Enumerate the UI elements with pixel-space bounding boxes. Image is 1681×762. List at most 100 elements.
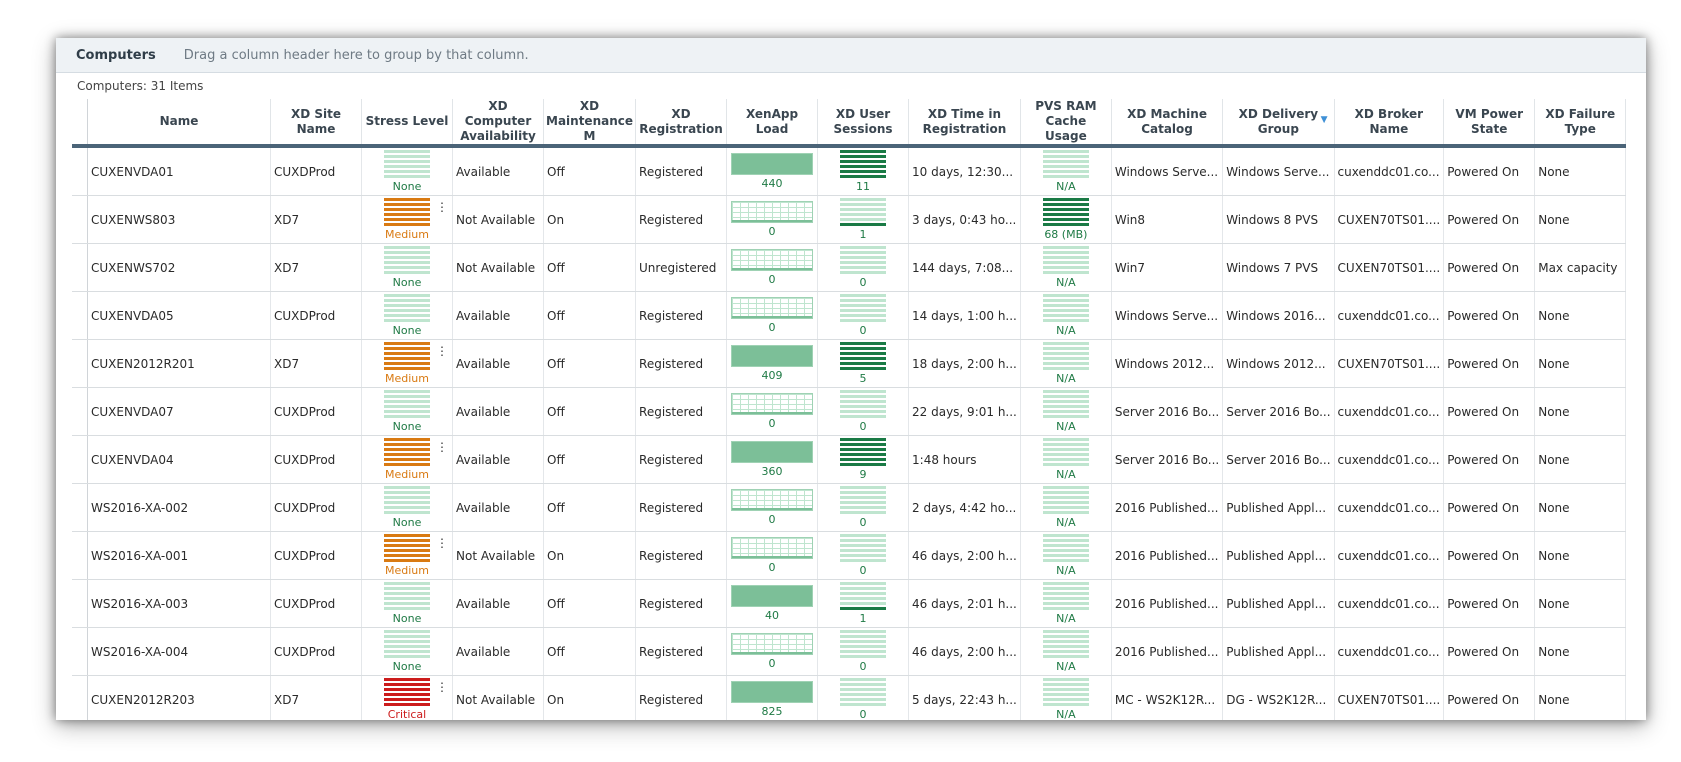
more-options-icon[interactable]: ⋮ xyxy=(436,536,448,550)
cell-availability: Not Available xyxy=(452,675,544,720)
cell-load: 0 xyxy=(726,387,819,436)
item-count: Computers: 31 Items xyxy=(77,79,204,93)
table-row[interactable]: WS2016-XA-001 CUXDProd Medium ⋮ Not Availabl… xyxy=(72,531,1627,580)
row-indicator[interactable] xyxy=(72,483,88,532)
cell-time: 18 days, 2:00 h... xyxy=(908,339,1021,388)
cell-site: CUXDProd xyxy=(270,483,362,532)
cell-registration: Registered xyxy=(635,435,728,484)
cell-sessions: 11 xyxy=(817,146,910,196)
cell-name: WS2016-XA-002 xyxy=(87,483,271,532)
column-header-broker[interactable]: XD Broker Name xyxy=(1334,99,1445,148)
cell-power: Powered On xyxy=(1443,531,1536,580)
cell-time: 46 days, 2:00 h... xyxy=(908,627,1021,676)
row-indicator[interactable] xyxy=(72,675,88,720)
cell-failure: None xyxy=(1534,531,1627,580)
table-row[interactable]: CUXENVDA04 CUXDProd Medium ⋮ Available Off Reg… xyxy=(72,435,1627,484)
table-row[interactable]: WS2016-XA-004 CUXDProd None Available Off Reg… xyxy=(72,627,1627,676)
load-gauge xyxy=(731,297,814,319)
pvs-gauge xyxy=(1042,198,1089,226)
cell-time: 46 days, 2:00 h... xyxy=(908,531,1021,580)
cell-registration: Registered xyxy=(635,675,728,720)
table-row[interactable]: CUXENVDA05 CUXDProd None Available Off Regist… xyxy=(72,291,1627,340)
more-options-icon[interactable]: ⋮ xyxy=(436,440,448,454)
cell-maintenance: Off xyxy=(543,627,637,676)
pvs-gauge xyxy=(1042,246,1089,274)
cell-maintenance: Off xyxy=(543,435,637,484)
cell-pvs: N/A xyxy=(1020,675,1112,720)
row-indicator[interactable] xyxy=(72,531,88,580)
column-header-registration[interactable]: XD Registration xyxy=(635,99,728,148)
table-row[interactable]: WS2016-XA-002 CUXDProd None Available Off Reg… xyxy=(72,483,1627,532)
cell-availability: Available xyxy=(452,627,544,676)
table-row[interactable]: CUXENVDA07 CUXDProd None Available Off Regist… xyxy=(72,387,1627,436)
cell-broker: CUXEN70TS01.... xyxy=(1334,675,1445,720)
row-indicator[interactable] xyxy=(72,291,88,340)
column-header-catalog[interactable]: XD Machine Catalog xyxy=(1111,99,1224,148)
cell-site: XD7 xyxy=(270,675,362,720)
more-options-icon[interactable]: ⋮ xyxy=(436,344,448,358)
row-indicator[interactable] xyxy=(72,579,88,628)
cell-delivery: DG - WS2K12R... xyxy=(1222,675,1335,720)
cell-pvs: N/A xyxy=(1020,291,1112,340)
cell-availability: Available xyxy=(452,291,544,340)
stress-label: None xyxy=(392,612,422,625)
more-options-icon[interactable]: ⋮ xyxy=(436,200,448,214)
cell-pvs: N/A xyxy=(1020,579,1112,628)
cell-maintenance: Off xyxy=(543,483,637,532)
cell-time: 22 days, 9:01 h... xyxy=(908,387,1021,436)
group-by-bar[interactable]: Computers Drag a column header here to g… xyxy=(56,38,1646,73)
column-header-availability[interactable]: XD Computer Availability xyxy=(452,99,544,148)
cell-load: 0 xyxy=(726,483,819,532)
row-indicator[interactable] xyxy=(72,339,88,388)
table-row[interactable]: WS2016-XA-003 CUXDProd None Available Off Reg… xyxy=(72,579,1627,628)
cell-sessions: 0 xyxy=(817,627,910,676)
cell-delivery: Windows Serve... xyxy=(1222,146,1335,196)
cell-pvs: N/A xyxy=(1020,387,1112,436)
row-indicator[interactable] xyxy=(72,435,88,484)
table-row[interactable]: CUXENWS803 XD7 Medium ⋮ Not Available On Regis… xyxy=(72,195,1627,244)
table-row[interactable]: CUXEN2012R203 XD7 Critical ⋮ Not Available On… xyxy=(72,675,1627,720)
cell-sessions: 0 xyxy=(817,531,910,580)
row-indicator[interactable] xyxy=(72,146,88,196)
column-header-site[interactable]: XD Site Name xyxy=(270,99,362,148)
load-gauge xyxy=(731,153,814,175)
column-header-time[interactable]: XD Time in Registration xyxy=(908,99,1021,148)
load-gauge xyxy=(731,489,814,511)
column-header-load[interactable]: XenApp Load xyxy=(726,99,819,148)
cell-pvs: N/A xyxy=(1020,146,1112,196)
column-header-name[interactable]: Name xyxy=(87,99,271,148)
row-indicator[interactable] xyxy=(72,387,88,436)
load-value: 825 xyxy=(761,705,783,718)
column-header-power[interactable]: VM Power State xyxy=(1443,99,1536,148)
cell-broker: cuxenddc01.co... xyxy=(1334,531,1445,580)
sessions-gauge xyxy=(840,582,887,610)
row-indicator[interactable] xyxy=(72,243,88,292)
more-options-icon[interactable]: ⋮ xyxy=(436,680,448,694)
row-indicator[interactable] xyxy=(72,195,88,244)
column-header-delivery[interactable]: XD Delivery Group ▼ xyxy=(1222,99,1335,148)
computers-table: Name XD Site Name Stress Level XD Comput… xyxy=(72,99,1627,720)
cell-availability: Available xyxy=(452,483,544,532)
sessions-value: 0 xyxy=(859,660,867,673)
cell-failure: None xyxy=(1534,675,1627,720)
cell-registration: Registered xyxy=(635,483,728,532)
column-header-pvs[interactable]: PVS RAM Cache Usage xyxy=(1020,99,1112,148)
table-row[interactable]: CUXENWS702 XD7 None Not Available Off Unregis… xyxy=(72,243,1627,292)
column-header-maintenance[interactable]: XD Maintenance M xyxy=(543,99,637,148)
cell-catalog: MC - WS2K12R... xyxy=(1111,675,1224,720)
cell-sessions: 0 xyxy=(817,387,910,436)
cell-stress: Critical ⋮ xyxy=(361,675,453,720)
cell-site: CUXDProd xyxy=(270,579,362,628)
cell-broker: cuxenddc01.co... xyxy=(1334,579,1445,628)
cell-site: XD7 xyxy=(270,195,362,244)
cell-pvs: N/A xyxy=(1020,243,1112,292)
row-indicator[interactable] xyxy=(72,627,88,676)
table-row[interactable]: CUXENVDA01 CUXDProd None Available Off Regist… xyxy=(72,146,1627,196)
column-header-stress[interactable]: Stress Level xyxy=(361,99,453,148)
table-row[interactable]: CUXEN2012R201 XD7 Medium ⋮ Available Off Regis… xyxy=(72,339,1627,388)
sessions-gauge xyxy=(840,678,887,706)
column-header-sessions[interactable]: XD User Sessions xyxy=(817,99,910,148)
cell-site: CUXDProd xyxy=(270,146,362,196)
cell-maintenance: Off xyxy=(543,387,637,436)
column-header-failure[interactable]: XD Failure Type xyxy=(1534,99,1627,148)
